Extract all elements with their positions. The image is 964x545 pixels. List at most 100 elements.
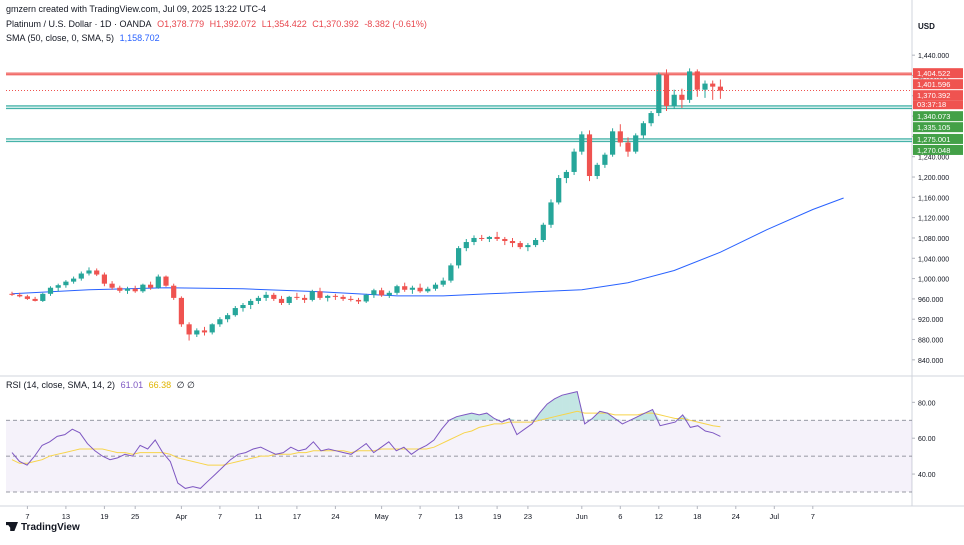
candle-up[interactable] — [140, 284, 146, 292]
candle-up[interactable] — [386, 292, 392, 296]
candle-up[interactable] — [486, 236, 492, 239]
candle-up[interactable] — [232, 308, 238, 316]
candle-down[interactable] — [94, 270, 100, 275]
candle-up[interactable] — [371, 290, 377, 295]
candle-down[interactable] — [117, 287, 123, 291]
candle-up[interactable] — [563, 171, 569, 179]
candle-down[interactable] — [101, 274, 107, 284]
candle-up[interactable] — [648, 113, 654, 124]
candle-up[interactable] — [394, 286, 400, 293]
sma-legend[interactable]: SMA (50, close, 0, SMA, 5) 1,158.702 — [6, 33, 160, 43]
candle-up[interactable] — [425, 288, 431, 292]
candle-down[interactable] — [348, 298, 354, 300]
candle-up[interactable] — [155, 276, 161, 288]
candle-up[interactable] — [286, 296, 292, 303]
candle-down[interactable] — [355, 299, 362, 302]
candle-up[interactable] — [463, 242, 469, 249]
candle-down[interactable] — [710, 83, 716, 87]
candle-up[interactable] — [47, 287, 54, 294]
candle-down[interactable] — [109, 283, 115, 288]
candle-up[interactable] — [456, 248, 462, 266]
candle-up[interactable] — [432, 284, 439, 289]
candle-up[interactable] — [71, 278, 77, 282]
candle-up[interactable] — [656, 74, 662, 114]
candle-down[interactable] — [717, 86, 723, 91]
candle-up[interactable] — [571, 151, 577, 172]
candle-up[interactable] — [440, 280, 446, 285]
candle-up[interactable] — [86, 270, 92, 274]
candle-up[interactable] — [124, 288, 131, 291]
candle-up[interactable] — [240, 305, 246, 309]
candle-up[interactable] — [610, 131, 616, 155]
candle-down[interactable] — [679, 94, 685, 100]
candle-down[interactable] — [271, 294, 277, 299]
candle-down[interactable] — [479, 237, 485, 239]
candle-up[interactable] — [540, 224, 546, 240]
rsi-line[interactable] — [11, 390, 721, 489]
candle-up[interactable] — [255, 297, 261, 301]
candle-up[interactable] — [640, 123, 646, 136]
candle-up[interactable] — [225, 315, 231, 320]
candle-down[interactable] — [178, 297, 184, 325]
rsi-ma-line[interactable] — [11, 410, 721, 466]
candle-down[interactable] — [517, 243, 523, 248]
candle-down[interactable] — [201, 330, 208, 333]
candle-down[interactable] — [132, 288, 138, 292]
candle-up[interactable] — [309, 291, 315, 300]
candle-up[interactable] — [209, 324, 215, 333]
candle-up[interactable] — [471, 237, 477, 243]
candle-up[interactable] — [633, 135, 639, 152]
candle-down[interactable] — [317, 291, 323, 298]
candle-up[interactable] — [55, 285, 61, 288]
sma-line[interactable] — [11, 197, 844, 297]
candle-down[interactable] — [171, 285, 177, 298]
candle-down[interactable] — [617, 131, 623, 143]
candle-up[interactable] — [217, 319, 223, 325]
candle-down[interactable] — [332, 295, 338, 297]
candle-down[interactable] — [417, 287, 423, 292]
candle-up[interactable] — [533, 240, 539, 246]
candle-up[interactable] — [409, 287, 415, 290]
candle-down[interactable] — [625, 142, 631, 152]
candle-down[interactable] — [494, 236, 500, 239]
candle-up[interactable] — [63, 281, 69, 286]
candle-up[interactable] — [248, 300, 254, 305]
symbol-legend[interactable]: Platinum / U.S. Dollar · 1D · OANDA O1,3… — [6, 19, 427, 29]
candle-up[interactable] — [194, 330, 200, 335]
candle-up[interactable] — [594, 164, 600, 177]
candle-up[interactable] — [363, 294, 369, 302]
candle-down[interactable] — [32, 298, 38, 301]
candle-up[interactable] — [448, 265, 454, 281]
candle-down[interactable] — [186, 324, 192, 335]
candle-down[interactable] — [17, 294, 23, 297]
tradingview-logo[interactable]: TradingView — [6, 522, 80, 533]
candle-down[interactable] — [148, 284, 154, 288]
candle-up[interactable] — [325, 295, 331, 298]
candle-down[interactable] — [379, 290, 385, 296]
candle-down[interactable] — [9, 293, 15, 295]
candle-up[interactable] — [78, 273, 84, 279]
candle-up[interactable] — [602, 154, 608, 165]
candle-up[interactable] — [548, 202, 554, 225]
currency-label[interactable]: USD — [918, 22, 935, 31]
candle-up[interactable] — [263, 294, 269, 298]
candle-up[interactable] — [579, 134, 585, 152]
candle-down[interactable] — [294, 296, 300, 298]
candle-up[interactable] — [671, 94, 677, 106]
candle-down[interactable] — [302, 297, 308, 300]
candle-down[interactable] — [163, 276, 169, 286]
candle-down[interactable] — [278, 298, 285, 303]
candle-down[interactable] — [586, 134, 593, 177]
candle-up[interactable] — [702, 83, 708, 90]
candle-down[interactable] — [502, 238, 508, 242]
candle-up[interactable] — [556, 178, 562, 203]
candle-up[interactable] — [40, 293, 46, 301]
candle-down[interactable] — [340, 296, 346, 299]
candle-down[interactable] — [402, 286, 408, 290]
candle-up[interactable] — [687, 71, 693, 100]
candle-up[interactable] — [525, 245, 531, 248]
candle-down[interactable] — [24, 296, 30, 299]
rsi-legend[interactable]: RSI (14, close, SMA, 14, 2) 61.01 66.38 … — [6, 380, 195, 391]
